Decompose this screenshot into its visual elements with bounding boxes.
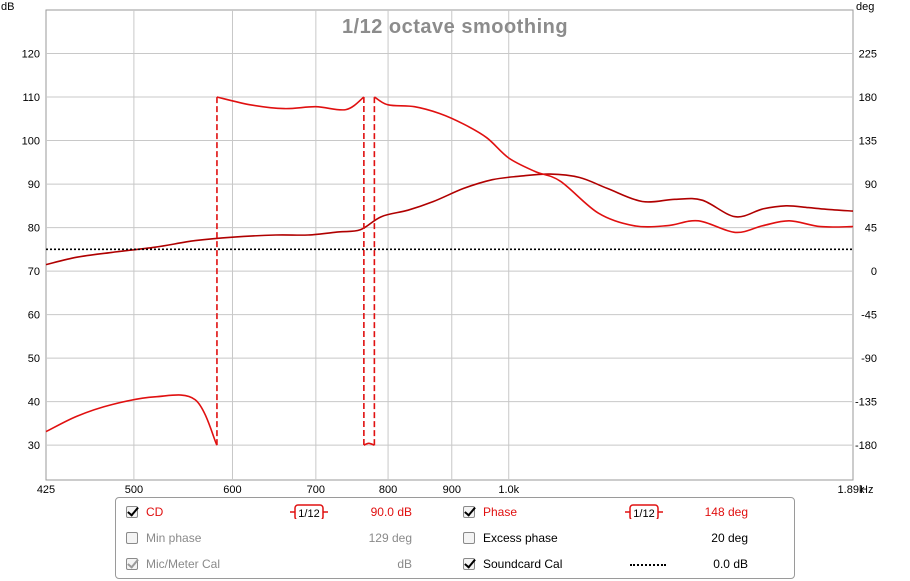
- min-phase-checkbox[interactable]: [126, 532, 138, 544]
- left-tick-label: 90: [28, 179, 40, 191]
- right-tick-label: -45: [861, 310, 877, 322]
- x-tick-label: 600: [223, 484, 241, 495]
- right-tick-label: 180: [859, 92, 877, 104]
- cd-line: [45, 173, 854, 266]
- chart-title: 1/12 octave smoothing: [342, 16, 568, 38]
- excess-phase-value: 20 deg: [711, 531, 748, 545]
- right-tick-label: 0: [871, 266, 877, 278]
- legend-row-1: CD 1/12 90.0 dB Phase 1/12 148 deg: [116, 503, 794, 525]
- x-axis-unit: Hz: [860, 484, 873, 495]
- cd-value: 90.0 dB: [370, 505, 412, 519]
- phase-line-segment: [363, 442, 375, 446]
- soundcard-cal-line-sample: [630, 564, 666, 566]
- cd-smoothing-badge[interactable]: 1/12: [289, 503, 329, 519]
- right-tick-label: 90: [865, 179, 877, 191]
- right-axis-unit: deg: [856, 1, 874, 13]
- legend-row-3: Mic/Meter Cal dB Soundcard Cal 0.0 dB: [116, 555, 794, 577]
- axes: 120 110 100 90 80 70 60 50 40 30 225 180 135 90 45 0 -45…: [22, 49, 877, 495]
- phase-line-segment: [216, 96, 365, 111]
- right-tick-label: -180: [855, 440, 877, 452]
- right-tick-label: -135: [855, 397, 877, 409]
- left-tick-label: 100: [22, 136, 40, 148]
- legend-row-2: Min phase 129 deg Excess phase 20 deg: [116, 529, 794, 551]
- plot-frame: [45, 9, 854, 481]
- phase-label: Phase: [483, 505, 518, 519]
- cd-label: CD: [146, 505, 164, 519]
- x-tick-label: 800: [379, 484, 397, 495]
- soundcard-cal-value: 0.0 dB: [713, 557, 748, 571]
- left-tick-label: 120: [22, 49, 40, 61]
- phase-value: 148 deg: [704, 505, 748, 519]
- phase-line-segment: [373, 96, 854, 234]
- mic-meter-cal-checkbox[interactable]: [126, 556, 139, 570]
- x-tick-label: 900: [443, 484, 461, 495]
- phase-line-segment: [45, 394, 218, 446]
- min-phase-value: 129 deg: [368, 531, 412, 545]
- mic-meter-cal-label: Mic/Meter Cal: [146, 557, 221, 571]
- left-tick-label: 30: [28, 440, 40, 452]
- cd-smoothing-text: 1/12: [298, 508, 319, 519]
- excess-phase-label: Excess phase: [483, 531, 558, 545]
- right-tick-label: -90: [861, 353, 877, 365]
- left-tick-label: 60: [28, 310, 40, 322]
- left-tick-label: 40: [28, 397, 40, 409]
- left-tick-label: 50: [28, 353, 40, 365]
- x-tick-label: 1.89k: [838, 484, 865, 495]
- soundcard-cal-label: Soundcard Cal: [483, 557, 563, 571]
- left-axis-unit: dB: [1, 1, 14, 13]
- right-tick-label: 225: [859, 49, 877, 61]
- phase-checkbox[interactable]: [463, 504, 476, 518]
- min-phase-label: Min phase: [146, 531, 202, 545]
- x-tick-label: 1.0k: [498, 484, 519, 495]
- right-tick-label: 45: [865, 223, 877, 235]
- series-layer: [45, 96, 854, 446]
- left-tick-label: 110: [22, 92, 40, 104]
- grid: [45, 9, 854, 481]
- soundcard-cal-checkbox[interactable]: [463, 556, 476, 570]
- left-tick-label: 80: [28, 223, 40, 235]
- right-tick-label: 135: [859, 136, 877, 148]
- frequency-response-chart: 120 110 100 90 80 70 60 50 40 30 225 180 135 90 45 0 -45…: [1, 1, 877, 495]
- left-tick-label: 70: [28, 266, 40, 278]
- cd-checkbox[interactable]: [126, 504, 139, 518]
- legend-panel: CD 1/12 90.0 dB Phase 1/12 148 deg Min p…: [115, 497, 795, 579]
- excess-phase-checkbox[interactable]: [463, 532, 475, 544]
- mic-meter-cal-value: dB: [397, 557, 412, 571]
- phase-smoothing-text: 1/12: [633, 508, 654, 519]
- x-tick-label: 425: [37, 484, 55, 495]
- x-tick-label: 500: [125, 484, 143, 495]
- phase-smoothing-badge[interactable]: 1/12: [624, 503, 664, 519]
- x-tick-label: 700: [307, 484, 325, 495]
